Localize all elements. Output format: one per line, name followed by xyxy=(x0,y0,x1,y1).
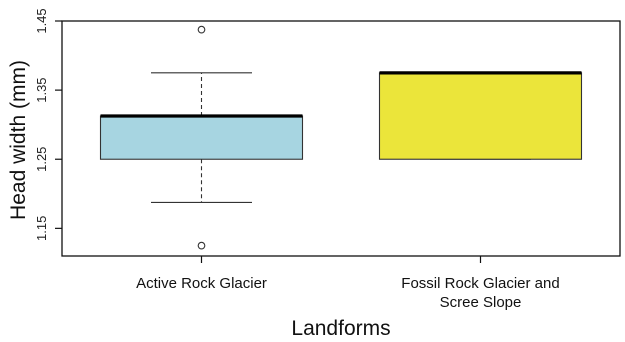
boxes-layer xyxy=(99,25,583,250)
x-tick-label: Fossil Rock Glacier and Scree Slope xyxy=(401,275,559,311)
x-tick-label-line: Scree Slope xyxy=(440,294,522,311)
x-axis-title: Landforms xyxy=(291,317,390,340)
y-tick-label: 1.45 xyxy=(34,8,49,33)
plot-frame xyxy=(61,20,621,257)
box-group xyxy=(99,25,304,250)
x-tick-label: Active Rock Glacier xyxy=(136,275,267,292)
y-axis: 1.15 1.25 1.35 1.45 xyxy=(34,8,62,241)
outlier-point xyxy=(197,241,206,250)
y-axis-title: Head width (mm) xyxy=(7,60,30,220)
outlier-point xyxy=(197,25,206,34)
iqr-box xyxy=(378,72,583,160)
x-tick-label-line: Fossil Rock Glacier and xyxy=(401,275,559,292)
iqr-box xyxy=(99,115,304,160)
box-group xyxy=(378,71,583,160)
y-tick-label: 1.15 xyxy=(34,216,49,241)
y-tick-label: 1.35 xyxy=(34,77,49,102)
x-axis-tick-labels: Active Rock Glacier Fossil Rock Glacier a… xyxy=(136,256,560,311)
x-tick-label-line: Active Rock Glacier xyxy=(136,275,267,292)
y-tick-label: 1.25 xyxy=(34,147,49,172)
